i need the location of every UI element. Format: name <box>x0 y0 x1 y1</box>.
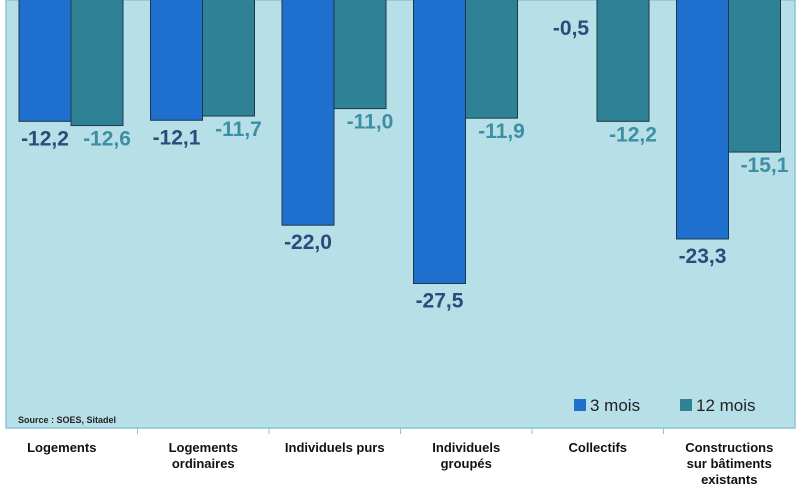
category-label-logements-ordinaires: Logements ordinaires <box>169 440 238 471</box>
bars-group <box>18 0 781 284</box>
axis-ticks-group <box>137 428 664 434</box>
value-label-3-mois-collectifs: -0,5 <box>553 17 590 40</box>
bar-12-mois-logements <box>70 0 124 127</box>
value-label-3-mois-constructions-sur-batiments-existants: -23,3 <box>679 245 727 268</box>
bar-12-mois-constructions-sur-batiments-existants <box>728 0 781 153</box>
category-label-individuels-groupes: Individuels groupés <box>432 440 500 471</box>
legend-label-3-mois: 3 mois <box>590 396 640 415</box>
category-label-logements: Logements <box>27 440 96 455</box>
value-label-3-mois-logements-ordinaires: -12,1 <box>153 126 201 149</box>
value-label-3-mois-logements: -12,2 <box>21 127 69 150</box>
source-note: Source : SOES, Sitadel <box>18 415 116 425</box>
value-label-12-mois-individuels-purs: -11,0 <box>347 111 394 134</box>
bar-3-mois-individuels-groupes <box>413 0 466 284</box>
bar-12-mois-collectifs <box>596 0 650 122</box>
legend: 3 mois 12 mois <box>574 396 756 415</box>
bar-12-mois-individuels-groupes <box>465 0 518 119</box>
value-label-3-mois-individuels-groupes: -27,5 <box>416 290 464 313</box>
bar-3-mois-individuels-purs <box>281 0 335 226</box>
value-label-12-mois-collectifs: -12,2 <box>609 123 657 146</box>
plot-area <box>5 0 796 429</box>
bar-3-mois-constructions-sur-batiments-existants <box>676 0 729 240</box>
value-label-3-mois-individuels-purs: -22,0 <box>284 231 332 254</box>
value-labels-group: -12,2 -12,6 -12,1 -11,7 -22,0 -11,0 -27,5 -11,9… <box>21 17 789 313</box>
legend-swatch-3-mois <box>574 399 586 411</box>
bar-3-mois-logements <box>18 0 72 122</box>
bar-3-mois-logements-ordinaires <box>150 0 203 121</box>
category-label-constructions-sur-batiments-existants: Constructions sur bâtiments existants <box>685 440 773 487</box>
legend-label-12-mois: 12 mois <box>696 396 756 415</box>
value-label-12-mois-constructions-sur-batiments-existants: -15,1 <box>741 154 789 177</box>
legend-swatch-12-mois <box>680 399 692 411</box>
value-label-12-mois-logements-ordinaires: -11,7 <box>215 118 262 141</box>
value-label-12-mois-logements: -12,6 <box>83 128 131 151</box>
bar-12-mois-logements-ordinaires <box>202 0 255 117</box>
bar-12-mois-individuels-purs <box>333 0 387 110</box>
category-labels-group: Logements Logements ordinaires Individuels … <box>27 440 773 487</box>
category-label-collectifs: Collectifs <box>568 440 627 455</box>
category-label-individuels-purs: Individuels purs <box>285 440 385 455</box>
value-label-12-mois-individuels-groupes: -11,9 <box>478 120 525 143</box>
